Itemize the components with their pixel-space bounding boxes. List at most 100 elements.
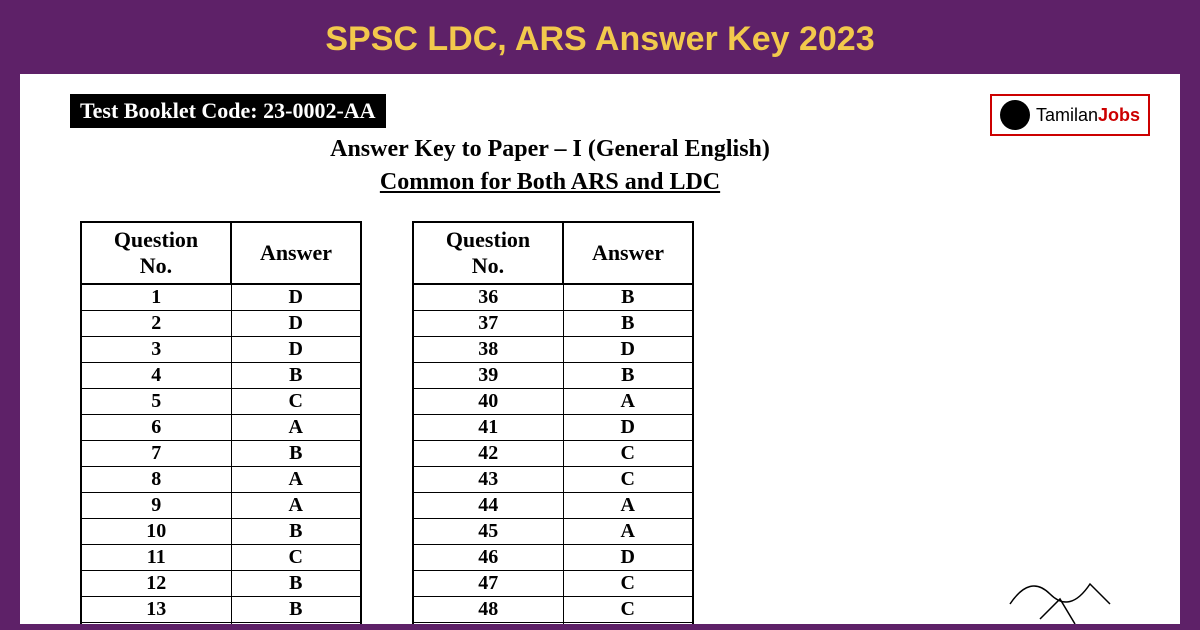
table-row: 49C bbox=[413, 623, 693, 625]
answer-cell: C bbox=[563, 467, 693, 493]
table-row: 43C bbox=[413, 467, 693, 493]
answer-cell: C bbox=[231, 389, 361, 415]
question-number-cell: 9 bbox=[81, 493, 231, 519]
table-row: 8A bbox=[81, 467, 361, 493]
table-row: 37B bbox=[413, 311, 693, 337]
answer-table-1: Question No. Answer 1D2D3D4B5C6A7B8A9A10… bbox=[80, 221, 362, 624]
answer-cell: D bbox=[231, 311, 361, 337]
answer-cell: B bbox=[563, 311, 693, 337]
table-row: 5C bbox=[81, 389, 361, 415]
answer-cell: D bbox=[563, 415, 693, 441]
table-row: 9A bbox=[81, 493, 361, 519]
answer-cell: A bbox=[563, 389, 693, 415]
question-number-cell: 3 bbox=[81, 337, 231, 363]
question-number-cell: 47 bbox=[413, 571, 563, 597]
table-header-answer: Answer bbox=[231, 222, 361, 284]
answer-cell: D bbox=[231, 284, 361, 311]
question-number-cell: 45 bbox=[413, 519, 563, 545]
question-number-cell: 2 bbox=[81, 311, 231, 337]
question-number-cell: 6 bbox=[81, 415, 231, 441]
table-row: 39B bbox=[413, 363, 693, 389]
table-header-qno: Question No. bbox=[81, 222, 231, 284]
question-number-cell: 38 bbox=[413, 337, 563, 363]
question-number-cell: 4 bbox=[81, 363, 231, 389]
question-number-cell: 13 bbox=[81, 597, 231, 623]
question-number-cell: 12 bbox=[81, 571, 231, 597]
table-row: 4B bbox=[81, 363, 361, 389]
logo-text-tamilan: Tamilan bbox=[1036, 105, 1098, 125]
question-number-cell: 36 bbox=[413, 284, 563, 311]
table-header-answer: Answer bbox=[563, 222, 693, 284]
question-number-cell: 5 bbox=[81, 389, 231, 415]
answer-cell: D bbox=[563, 545, 693, 571]
table-header-row: Question No. Answer bbox=[413, 222, 693, 284]
question-number-cell: 49 bbox=[413, 623, 563, 625]
question-number-cell: 14 bbox=[81, 623, 231, 625]
answer-cell: C bbox=[563, 597, 693, 623]
table-row: 6A bbox=[81, 415, 361, 441]
answer-cell: A bbox=[231, 467, 361, 493]
question-number-cell: 41 bbox=[413, 415, 563, 441]
table-header-row: Question No. Answer bbox=[81, 222, 361, 284]
answer-cell: B bbox=[231, 597, 361, 623]
answer-cell: D bbox=[563, 337, 693, 363]
tables-container: Question No. Answer 1D2D3D4B5C6A7B8A9A10… bbox=[80, 221, 1150, 624]
table-row: 42C bbox=[413, 441, 693, 467]
table-row: 11C bbox=[81, 545, 361, 571]
table-row: 14B bbox=[81, 623, 361, 625]
document-container: TamilanJobs Test Booklet Code: 23-0002-A… bbox=[20, 74, 1180, 624]
table-row: 45A bbox=[413, 519, 693, 545]
document-subtitle: Common for Both ARS and LDC bbox=[20, 169, 1150, 196]
logo-badge: TamilanJobs bbox=[990, 94, 1150, 136]
table-row: 13B bbox=[81, 597, 361, 623]
question-number-cell: 43 bbox=[413, 467, 563, 493]
logo-text-jobs: Jobs bbox=[1098, 105, 1140, 125]
answer-cell: A bbox=[563, 519, 693, 545]
table-row: 10B bbox=[81, 519, 361, 545]
question-number-cell: 11 bbox=[81, 545, 231, 571]
table-row: 38D bbox=[413, 337, 693, 363]
question-number-cell: 40 bbox=[413, 389, 563, 415]
table-row: 48C bbox=[413, 597, 693, 623]
question-number-cell: 7 bbox=[81, 441, 231, 467]
question-number-cell: 44 bbox=[413, 493, 563, 519]
question-number-cell: 48 bbox=[413, 597, 563, 623]
table-row: 3D bbox=[81, 337, 361, 363]
answer-table-2: Question No. Answer 36B37B38D39B40A41D42… bbox=[412, 221, 694, 624]
document-title: Answer Key to Paper – I (General English… bbox=[20, 136, 1150, 163]
answer-cell: B bbox=[231, 519, 361, 545]
table-row: 7B bbox=[81, 441, 361, 467]
answer-cell: A bbox=[231, 415, 361, 441]
table-row: 1D bbox=[81, 284, 361, 311]
page-header: SPSC LDC, ARS Answer Key 2023 bbox=[0, 0, 1200, 74]
question-number-cell: 46 bbox=[413, 545, 563, 571]
table-row: 46D bbox=[413, 545, 693, 571]
answer-cell: C bbox=[563, 623, 693, 625]
answer-cell: B bbox=[231, 571, 361, 597]
answer-cell: C bbox=[563, 441, 693, 467]
booklet-code-label: Test Booklet Code: 23-0002-AA bbox=[70, 94, 386, 128]
signature-scribble bbox=[1000, 554, 1120, 624]
table-row: 2D bbox=[81, 311, 361, 337]
answer-cell: D bbox=[231, 337, 361, 363]
answer-cell: B bbox=[563, 363, 693, 389]
answer-cell: B bbox=[231, 441, 361, 467]
logo-text: TamilanJobs bbox=[1036, 105, 1140, 126]
answer-cell: A bbox=[231, 493, 361, 519]
table-row: 47C bbox=[413, 571, 693, 597]
answer-cell: A bbox=[563, 493, 693, 519]
answer-cell: B bbox=[231, 623, 361, 625]
table-row: 41D bbox=[413, 415, 693, 441]
logo-icon bbox=[1000, 100, 1030, 130]
page-title: SPSC LDC, ARS Answer Key 2023 bbox=[0, 20, 1200, 59]
table-row: 36B bbox=[413, 284, 693, 311]
answer-cell: B bbox=[231, 363, 361, 389]
table-row: 44A bbox=[413, 493, 693, 519]
question-number-cell: 42 bbox=[413, 441, 563, 467]
answer-cell: C bbox=[231, 545, 361, 571]
answer-cell: B bbox=[563, 284, 693, 311]
table-row: 12B bbox=[81, 571, 361, 597]
question-number-cell: 1 bbox=[81, 284, 231, 311]
question-number-cell: 8 bbox=[81, 467, 231, 493]
answer-cell: C bbox=[563, 571, 693, 597]
